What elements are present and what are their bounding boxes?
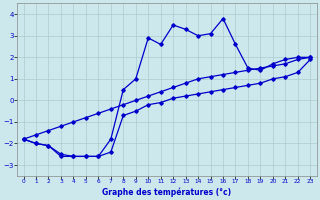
X-axis label: Graphe des températures (°c): Graphe des températures (°c) — [102, 187, 231, 197]
